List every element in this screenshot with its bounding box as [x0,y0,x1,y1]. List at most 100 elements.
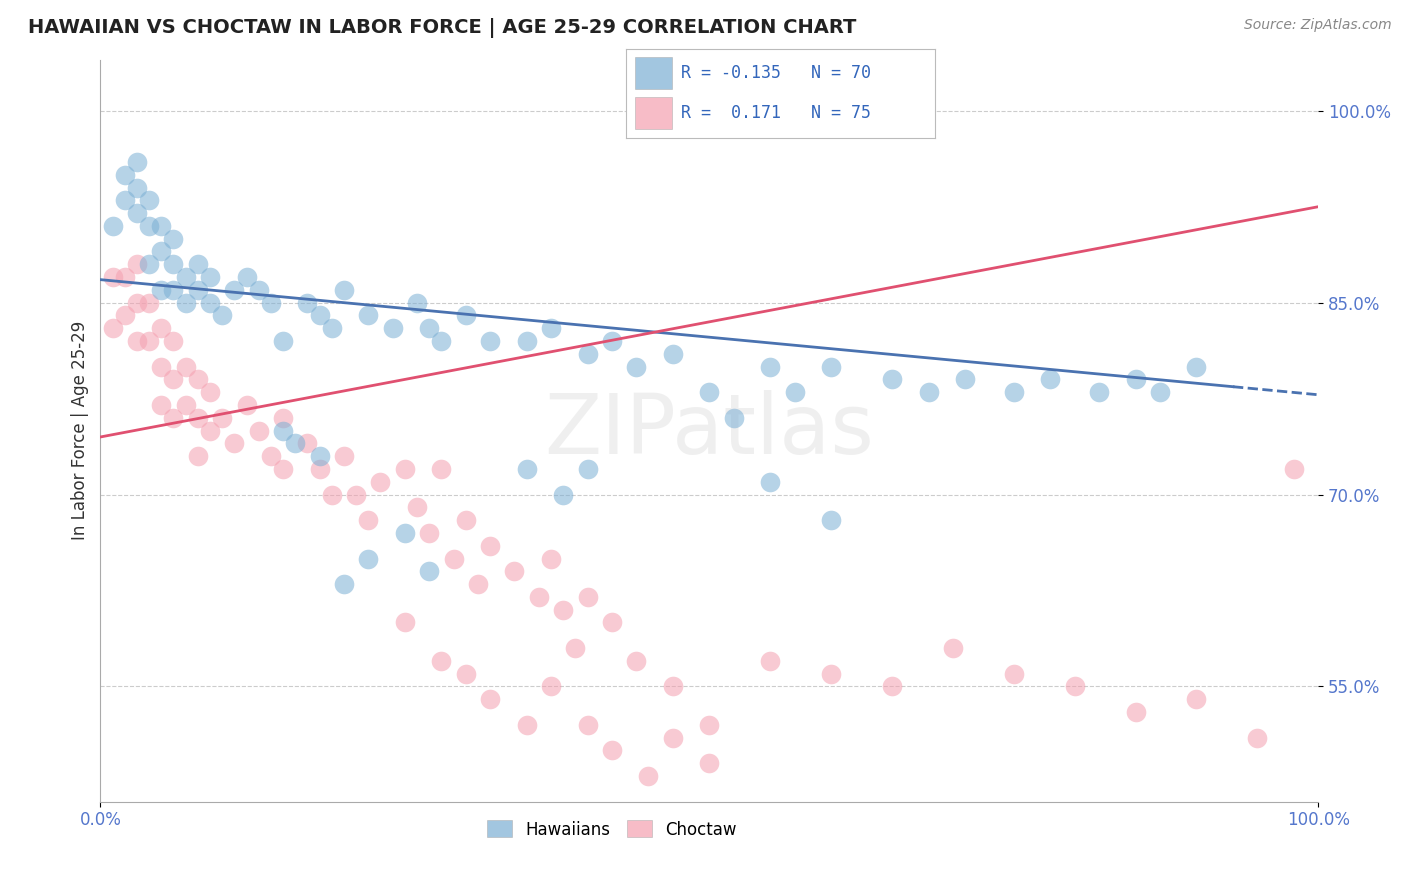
Point [162,283,184,297]
Point [454,513,477,527]
Text: R = -0.135   N = 70: R = -0.135 N = 70 [682,64,872,82]
Point [187,283,209,297]
Point [150,219,173,233]
Text: HAWAIIAN VS CHOCTAW IN LABOR FORCE | AGE 25-29 CORRELATION CHART: HAWAIIAN VS CHOCTAW IN LABOR FORCE | AGE… [28,18,856,37]
Point [101,270,124,285]
Point [1063,680,1085,694]
Point [321,321,343,335]
Point [187,372,209,386]
Point [174,359,197,374]
Point [454,309,477,323]
Point [271,334,294,348]
Point [430,654,453,668]
Point [783,385,806,400]
Point [600,334,623,348]
Point [697,756,720,771]
Point [454,666,477,681]
Bar [636,97,672,129]
Point [125,295,148,310]
Point [297,295,319,310]
Point [114,168,136,182]
Point [138,257,160,271]
Point [553,603,575,617]
Point [820,666,842,681]
Point [479,334,502,348]
Point [162,232,184,246]
Point [224,283,246,297]
Point [138,295,160,310]
Point [467,577,489,591]
Point [564,641,586,656]
Point [125,206,148,220]
Y-axis label: In Labor Force | Age 25-29: In Labor Force | Age 25-29 [72,321,89,541]
Point [406,500,429,515]
Point [174,398,197,412]
Point [357,309,380,323]
Point [443,551,465,566]
Text: R =  0.171   N = 75: R = 0.171 N = 75 [682,104,872,122]
Point [662,347,685,361]
Point [101,321,124,335]
Point [576,590,599,604]
Point [235,270,257,285]
Point [1125,372,1147,386]
Point [626,654,648,668]
Point [394,525,416,540]
Point [1125,705,1147,719]
Point [308,462,330,476]
Point [150,283,173,297]
Point [406,295,429,310]
Point [394,462,416,476]
Point [1088,385,1111,400]
Point [381,321,404,335]
Point [418,321,440,335]
Point [187,257,209,271]
Point [125,257,148,271]
Point [224,436,246,450]
Point [211,309,233,323]
Point [271,424,294,438]
Point [637,769,659,783]
Legend: Hawaiians, Choctaw: Hawaiians, Choctaw [481,814,744,846]
Point [626,359,648,374]
Point [174,270,197,285]
Point [125,334,148,348]
Point [600,615,623,630]
Point [162,372,184,386]
Point [759,654,782,668]
Point [553,487,575,501]
Point [662,680,685,694]
Point [1002,666,1025,681]
Point [247,424,270,438]
Point [321,487,343,501]
Point [576,347,599,361]
Point [198,295,221,310]
Point [1246,731,1268,745]
Text: ZIPatlas: ZIPatlas [544,390,875,471]
Point [138,334,160,348]
Point [759,359,782,374]
Point [357,513,380,527]
Point [101,219,124,233]
Point [344,487,367,501]
Point [174,295,197,310]
Point [150,321,173,335]
Point [820,359,842,374]
Point [880,372,903,386]
Point [430,462,453,476]
Point [820,513,842,527]
Point [1002,385,1025,400]
Point [540,680,562,694]
Point [723,410,745,425]
Point [1185,359,1208,374]
Point [260,449,283,463]
Point [150,398,173,412]
Point [297,436,319,450]
Point [516,334,538,348]
Point [308,449,330,463]
Point [697,718,720,732]
Point [125,155,148,169]
Point [662,731,685,745]
Point [271,410,294,425]
Point [880,680,903,694]
